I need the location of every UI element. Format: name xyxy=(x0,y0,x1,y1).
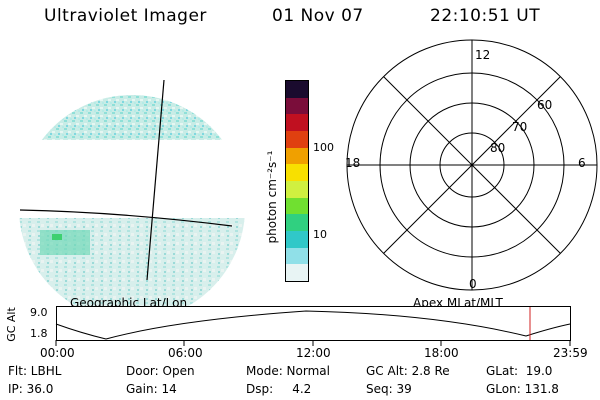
mlat-label-70: 70 xyxy=(512,120,528,134)
colorbar-segment xyxy=(286,97,308,115)
colorbar-segment xyxy=(286,131,308,148)
latitude-line xyxy=(19,209,233,227)
colorbar-tick-100: 100 xyxy=(313,141,334,154)
glon-info: GLon: 131.8 xyxy=(486,382,559,396)
colorbar-segment xyxy=(286,181,308,198)
colorbar xyxy=(285,80,309,282)
polar-grid-mlt xyxy=(346,39,598,291)
colorbar-segment xyxy=(286,214,308,232)
colorbar-segment xyxy=(286,81,308,98)
gc-alt-info: GC Alt: 2.8 Re xyxy=(366,364,450,378)
orbit-xtick-label-1200: 12:00 xyxy=(296,346,331,360)
image-swath-upper xyxy=(19,95,245,140)
orbit-xtick-label-0000: 00:00 xyxy=(40,346,75,360)
colorbar-segment xyxy=(286,164,308,182)
dsp-info: Dsp: 4.2 xyxy=(246,382,312,396)
orbit-plot xyxy=(55,306,571,346)
colorbar-segment xyxy=(286,247,308,265)
instrument-title: Ultraviolet Imager xyxy=(44,6,207,26)
meridian-line xyxy=(146,79,165,281)
date-label: 01 Nov 07 xyxy=(272,6,364,26)
mlat-label-60: 60 xyxy=(537,98,553,112)
glat-info: GLat: 19.0 xyxy=(486,364,553,378)
colorbar-segment xyxy=(286,197,308,215)
mlt-label-12: 12 xyxy=(475,48,491,62)
diagonal-line-b xyxy=(383,76,561,254)
seq-info: Seq: 39 xyxy=(366,382,412,396)
filter-info: Flt: LBHL xyxy=(8,364,62,378)
orbit-xtick-label-0600: 06:00 xyxy=(168,346,203,360)
colorbar-segment xyxy=(286,264,308,282)
mlt-label-0: 0 xyxy=(469,277,477,291)
gain-info: Gain: 14 xyxy=(126,382,177,396)
mlat-label-80: 80 xyxy=(490,141,506,155)
auroral-image-geographic xyxy=(19,79,245,321)
orbit-xtick-label-2359: 23:59 xyxy=(553,346,588,360)
mlt-label-18: 18 xyxy=(345,156,361,170)
colorbar-segment xyxy=(286,114,308,132)
orbit-ytick-high: 9.0 xyxy=(30,306,48,319)
colorbar-unit-label: photon cm⁻²s⁻¹ xyxy=(265,150,279,244)
colorbar-segment xyxy=(286,147,308,165)
colorbar-tick-10: 10 xyxy=(313,228,327,241)
orbit-ylabel: GC Alt xyxy=(4,307,18,342)
time-label: 22:10:51 UT xyxy=(430,6,541,26)
mlt-label-6: 6 xyxy=(578,156,586,170)
ip-info: IP: 36.0 xyxy=(8,382,54,396)
colorbar-segment xyxy=(286,231,308,248)
orbit-xtick-label-1800: 18:00 xyxy=(424,346,459,360)
door-info: Door: Open xyxy=(126,364,195,378)
mode-info: Mode: Normal xyxy=(246,364,330,378)
orbit-altitude-curve xyxy=(55,310,571,340)
orbit-ytick-low: 1.8 xyxy=(30,327,48,340)
